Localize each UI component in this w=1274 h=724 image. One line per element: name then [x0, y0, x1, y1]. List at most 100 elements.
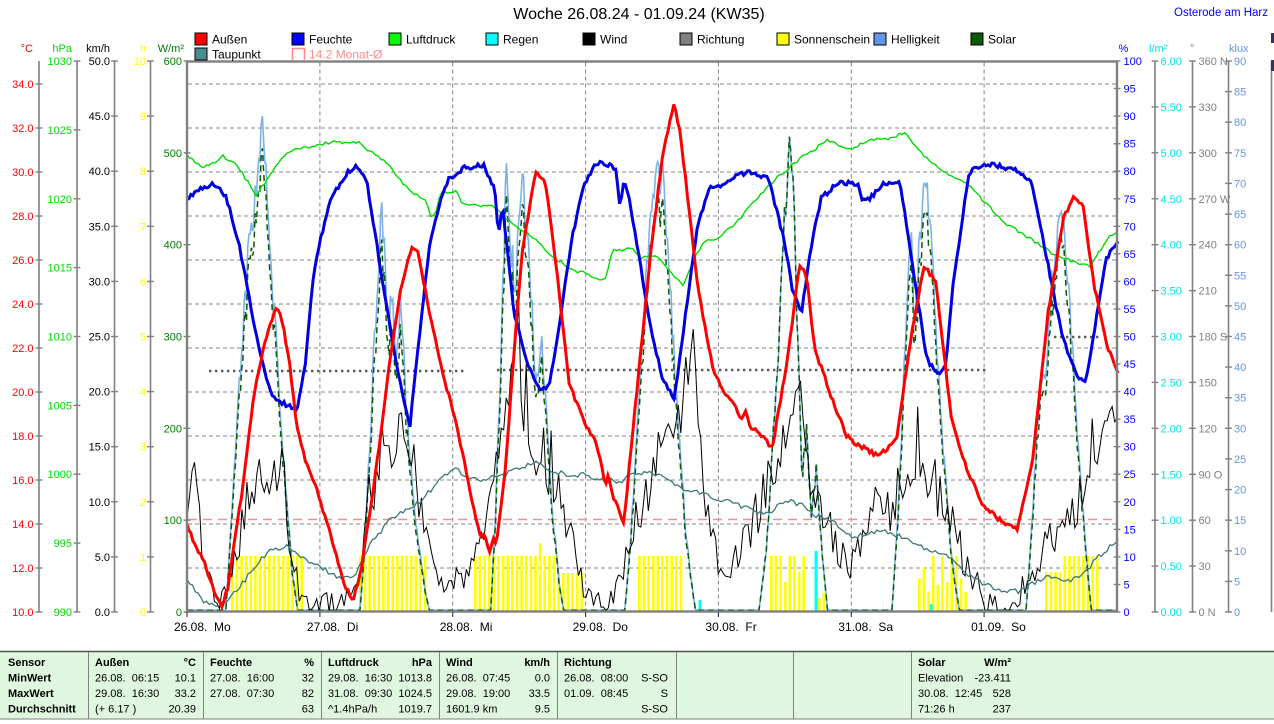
svg-text:^1.4hPa/h: ^1.4hPa/h [328, 704, 377, 716]
svg-text:20: 20 [1234, 485, 1246, 497]
svg-text:71:26 h: 71:26 h [918, 704, 955, 716]
svg-text:600: 600 [164, 56, 182, 68]
svg-text:330: 330 [1199, 102, 1217, 114]
svg-text:hPa: hPa [412, 657, 433, 669]
svg-text:26.08. 06:15: 26.08. 06:15 [95, 673, 159, 685]
svg-text:1.50: 1.50 [1161, 469, 1182, 481]
svg-text:Woche 26.08.24 - 01.09.24 (KW3: Woche 26.08.24 - 01.09.24 (KW35) [513, 6, 764, 23]
svg-text:10.0: 10.0 [89, 497, 110, 509]
svg-text:30: 30 [1124, 442, 1136, 454]
svg-text:27.08. 16:00: 27.08. 16:00 [210, 673, 274, 685]
svg-text:klux: klux [1229, 43, 1249, 55]
svg-text:45: 45 [1234, 332, 1246, 344]
svg-text:26.08. 08:00: 26.08. 08:00 [564, 673, 628, 685]
svg-text:31.08. 09:30: 31.08. 09:30 [328, 688, 392, 700]
svg-text:90: 90 [1124, 111, 1136, 123]
svg-text:85: 85 [1234, 87, 1246, 99]
svg-text:40.0: 40.0 [89, 166, 110, 178]
svg-text:15: 15 [1234, 515, 1246, 527]
svg-text:5.50: 5.50 [1161, 102, 1182, 114]
svg-text:33.2: 33.2 [175, 688, 196, 700]
svg-text:12.0: 12.0 [12, 563, 33, 575]
svg-text:Luftdruck: Luftdruck [328, 657, 380, 669]
svg-text:300: 300 [164, 332, 182, 344]
svg-text:6: 6 [140, 276, 146, 288]
svg-text:16.0: 16.0 [12, 475, 33, 487]
svg-text:5: 5 [1124, 580, 1130, 592]
svg-text:1013.8: 1013.8 [398, 673, 432, 685]
svg-text:W/m²: W/m² [984, 657, 1011, 669]
svg-text:70: 70 [1124, 221, 1136, 233]
svg-text:2: 2 [140, 497, 146, 509]
svg-text:90 O: 90 O [1199, 469, 1223, 481]
svg-text:Sensor: Sensor [8, 657, 46, 669]
svg-text:10.0: 10.0 [12, 607, 33, 619]
svg-text:Außen: Außen [95, 657, 130, 669]
svg-text:30.0: 30.0 [89, 276, 110, 288]
svg-text:55: 55 [1234, 270, 1246, 282]
svg-text:1010: 1010 [48, 332, 72, 344]
svg-text:990: 990 [54, 607, 72, 619]
svg-text:5: 5 [140, 332, 146, 344]
svg-text:0: 0 [140, 607, 146, 619]
svg-text:14.2 Monat-Ø: 14.2 Monat-Ø [309, 48, 382, 62]
svg-text:10: 10 [1124, 552, 1136, 564]
svg-text:45: 45 [1124, 359, 1136, 371]
svg-text:l/m²: l/m² [1149, 43, 1168, 55]
svg-text:4.00: 4.00 [1161, 240, 1182, 252]
svg-text:14.0: 14.0 [12, 519, 33, 531]
svg-text:528: 528 [993, 688, 1011, 700]
svg-text:180 S: 180 S [1199, 332, 1228, 344]
svg-text:300: 300 [1199, 148, 1217, 160]
svg-text:24.0: 24.0 [12, 299, 33, 311]
svg-text:240: 240 [1199, 240, 1217, 252]
svg-text:29.08. 16:30: 29.08. 16:30 [95, 688, 159, 700]
svg-text:1019.7: 1019.7 [398, 704, 432, 716]
svg-text:85: 85 [1124, 139, 1136, 151]
svg-text:0.00: 0.00 [1161, 607, 1182, 619]
svg-text:1.00: 1.00 [1161, 515, 1182, 527]
svg-text:1015: 1015 [48, 263, 72, 275]
svg-text:50: 50 [1234, 301, 1246, 313]
svg-text:5.0: 5.0 [95, 552, 110, 564]
svg-text:0.0: 0.0 [95, 607, 110, 619]
svg-text:10.1: 10.1 [175, 673, 196, 685]
svg-text:10: 10 [1234, 546, 1246, 558]
svg-text:0.50: 0.50 [1161, 561, 1182, 573]
svg-text:995: 995 [54, 538, 72, 550]
svg-text:82: 82 [302, 688, 314, 700]
svg-text:26.08. Mo: 26.08. Mo [174, 620, 231, 634]
svg-text:-23.411: -23.411 [975, 673, 1012, 685]
svg-text:Elevation: Elevation [918, 673, 963, 685]
svg-text:7: 7 [140, 221, 146, 233]
svg-text:120: 120 [1199, 423, 1217, 435]
svg-text:33.5: 33.5 [529, 688, 550, 700]
svg-text:S-SO: S-SO [641, 704, 668, 716]
svg-text:Taupunkt: Taupunkt [212, 48, 261, 62]
svg-text:%: % [304, 657, 314, 669]
svg-text:9: 9 [140, 111, 146, 123]
svg-text:270 W: 270 W [1199, 194, 1231, 206]
svg-text:45.0: 45.0 [89, 111, 110, 123]
svg-text:Durchschnitt: Durchschnitt [8, 704, 76, 716]
svg-text:27.08. 07:30: 27.08. 07:30 [210, 688, 274, 700]
svg-text:100: 100 [1124, 56, 1142, 68]
svg-text:25: 25 [1124, 469, 1136, 481]
svg-text:35.0: 35.0 [89, 221, 110, 233]
svg-text:35: 35 [1124, 414, 1136, 426]
svg-text:Wind: Wind [600, 33, 627, 47]
svg-text:20.0: 20.0 [89, 387, 110, 399]
svg-text:22.0: 22.0 [12, 343, 33, 355]
svg-text:Regen: Regen [503, 33, 538, 47]
svg-text:30.08. 12:45: 30.08. 12:45 [918, 688, 982, 700]
svg-text:1005: 1005 [48, 400, 72, 412]
svg-text:8: 8 [140, 166, 146, 178]
svg-text:01.09. 08:45: 01.09. 08:45 [564, 688, 628, 700]
svg-text:9.5: 9.5 [535, 704, 550, 716]
svg-text:20: 20 [1124, 497, 1136, 509]
svg-text:26.0: 26.0 [12, 255, 33, 267]
svg-text:0: 0 [1124, 607, 1130, 619]
svg-text:S: S [661, 688, 668, 700]
svg-text:90: 90 [1234, 56, 1246, 68]
svg-text:W/m²: W/m² [158, 43, 185, 55]
